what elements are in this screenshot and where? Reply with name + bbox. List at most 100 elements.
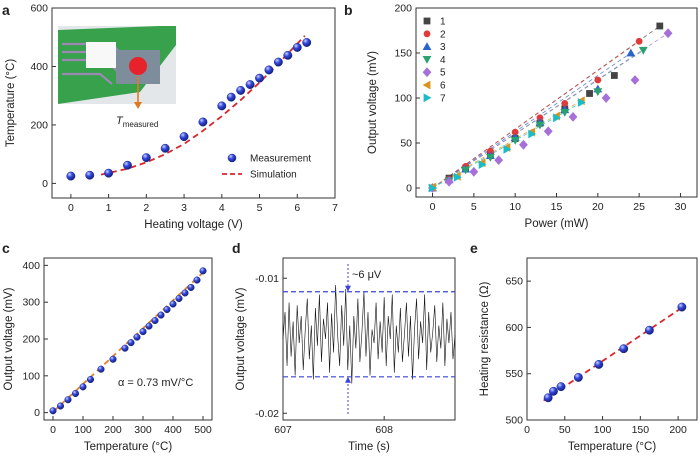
measurement-point xyxy=(179,132,189,142)
data-point xyxy=(187,283,195,292)
series-7-point xyxy=(528,129,537,139)
data-point xyxy=(573,372,583,382)
inset-hotspot xyxy=(129,57,147,75)
data-point xyxy=(543,393,553,403)
a-y-axis-label: Temperature (°C) xyxy=(5,59,17,147)
data-point xyxy=(109,355,117,363)
legend-2-label: 2 xyxy=(440,29,446,40)
measurement-point xyxy=(236,85,246,95)
a-plot-frame xyxy=(51,7,336,199)
a-ytick-label: 400 xyxy=(30,61,48,73)
c-xtick-label: 100 xyxy=(74,424,92,436)
c-x-axis-label: Temperature (°C) xyxy=(84,441,172,453)
a-ytick-label: 600 xyxy=(30,3,48,15)
d-x-axis-label: Time (s) xyxy=(348,441,390,453)
panel-a-inset-photo xyxy=(58,26,176,109)
legend-4-label: 4 xyxy=(440,55,446,66)
a-ytick-label: 200 xyxy=(30,119,48,131)
b-xtick-label: 5 xyxy=(471,201,477,213)
a-xtick-label: 1 xyxy=(106,202,112,214)
annotation-main: T xyxy=(116,115,124,127)
series-2-point xyxy=(536,114,544,122)
data-point xyxy=(619,344,629,354)
c-xtick-label: 400 xyxy=(164,424,182,436)
series-5-point xyxy=(543,126,553,137)
measurement-point xyxy=(141,153,151,163)
b-ytick-label: 150 xyxy=(394,48,412,60)
a-xtick-label: 3 xyxy=(181,202,187,214)
series-7-point xyxy=(577,98,586,107)
measurement-point xyxy=(104,168,114,178)
panel-a: a 0 1 2 3 4 5 6 7 0 200 400 600 Heating voltage (V) T… xyxy=(2,2,338,231)
legend-1-label: 1 xyxy=(440,17,446,28)
e-xtick-label: 150 xyxy=(632,424,650,436)
panel-c-label: c xyxy=(2,240,10,256)
amplitude-arrowhead-top xyxy=(345,285,351,292)
series-2-point xyxy=(486,147,494,155)
c-y-axis-label: Output voltage (mV) xyxy=(3,287,15,390)
data-point xyxy=(199,267,207,275)
d-xtick-label: 608 xyxy=(375,424,393,436)
legend-2-marker xyxy=(423,30,431,38)
b-x-axis-label: Power (mW) xyxy=(525,218,589,230)
data-point xyxy=(556,382,566,392)
a-xtick-label: 6 xyxy=(294,202,300,214)
series-5-point xyxy=(568,112,578,122)
b-ytick-label: 200 xyxy=(394,3,412,15)
measurement-point xyxy=(255,73,264,83)
data-point xyxy=(145,322,153,330)
panel-e: e 0 50 100 150 200 500 550 600 650 Temperature (°… xyxy=(470,240,698,453)
b-ytick-label: 0 xyxy=(406,183,412,195)
c-ytick-label: 400 xyxy=(22,260,40,272)
b-xtick-label: 0 xyxy=(430,201,436,213)
data-point xyxy=(677,302,687,312)
legend-measurement-marker xyxy=(227,153,237,163)
measurement-point xyxy=(123,160,132,170)
series-1-point xyxy=(586,90,593,97)
b-y-axis-label: Output voltage (mV) xyxy=(367,51,379,154)
b-ytick-label: 50 xyxy=(400,138,412,150)
series-5-point xyxy=(494,155,504,165)
data-point xyxy=(181,289,189,297)
series-4-point xyxy=(593,88,603,97)
e-xtick-label: 0 xyxy=(524,424,530,436)
b-plot-frame xyxy=(415,7,698,198)
legend-4-marker xyxy=(422,56,432,64)
e-ytick-label: 650 xyxy=(505,276,523,288)
data-point xyxy=(71,389,80,398)
legend-3-marker xyxy=(422,42,432,50)
a-ytick-label: 0 xyxy=(42,178,48,190)
c-xtick-label: 300 xyxy=(134,424,152,436)
series-4-point xyxy=(510,136,520,145)
a-xtick-label: 0 xyxy=(68,202,74,214)
series-2-point xyxy=(635,37,643,45)
legend-6-marker xyxy=(422,80,431,90)
b-xtick-label: 10 xyxy=(509,201,521,213)
b-xtick-label: 25 xyxy=(633,201,645,213)
series-4-point xyxy=(638,46,648,55)
series-4-point xyxy=(461,166,470,175)
data-point xyxy=(121,344,129,352)
simulation-line xyxy=(100,35,306,176)
e-xtick-label: 200 xyxy=(669,424,687,436)
d-y-axis-label: Output voltage (mV) xyxy=(235,287,247,390)
data-point xyxy=(49,407,57,415)
a-xtick-label: 4 xyxy=(219,202,225,214)
series-1-fit-line xyxy=(432,25,661,189)
series-7-point xyxy=(553,113,561,123)
data-point xyxy=(86,375,95,384)
measurement-point xyxy=(292,43,302,52)
legend-simulation-label: Simulation xyxy=(250,170,297,181)
series-7-point xyxy=(429,183,437,193)
data-point xyxy=(97,365,105,373)
a-xtick-label: 7 xyxy=(332,202,338,214)
series-5-point xyxy=(630,75,640,85)
series-5-point xyxy=(469,166,479,177)
legend-7-label: 7 xyxy=(440,93,446,104)
series-5-point xyxy=(601,93,611,103)
alpha-annotation: α = 0.73 mV/°C xyxy=(118,377,193,389)
data-point xyxy=(139,328,147,336)
